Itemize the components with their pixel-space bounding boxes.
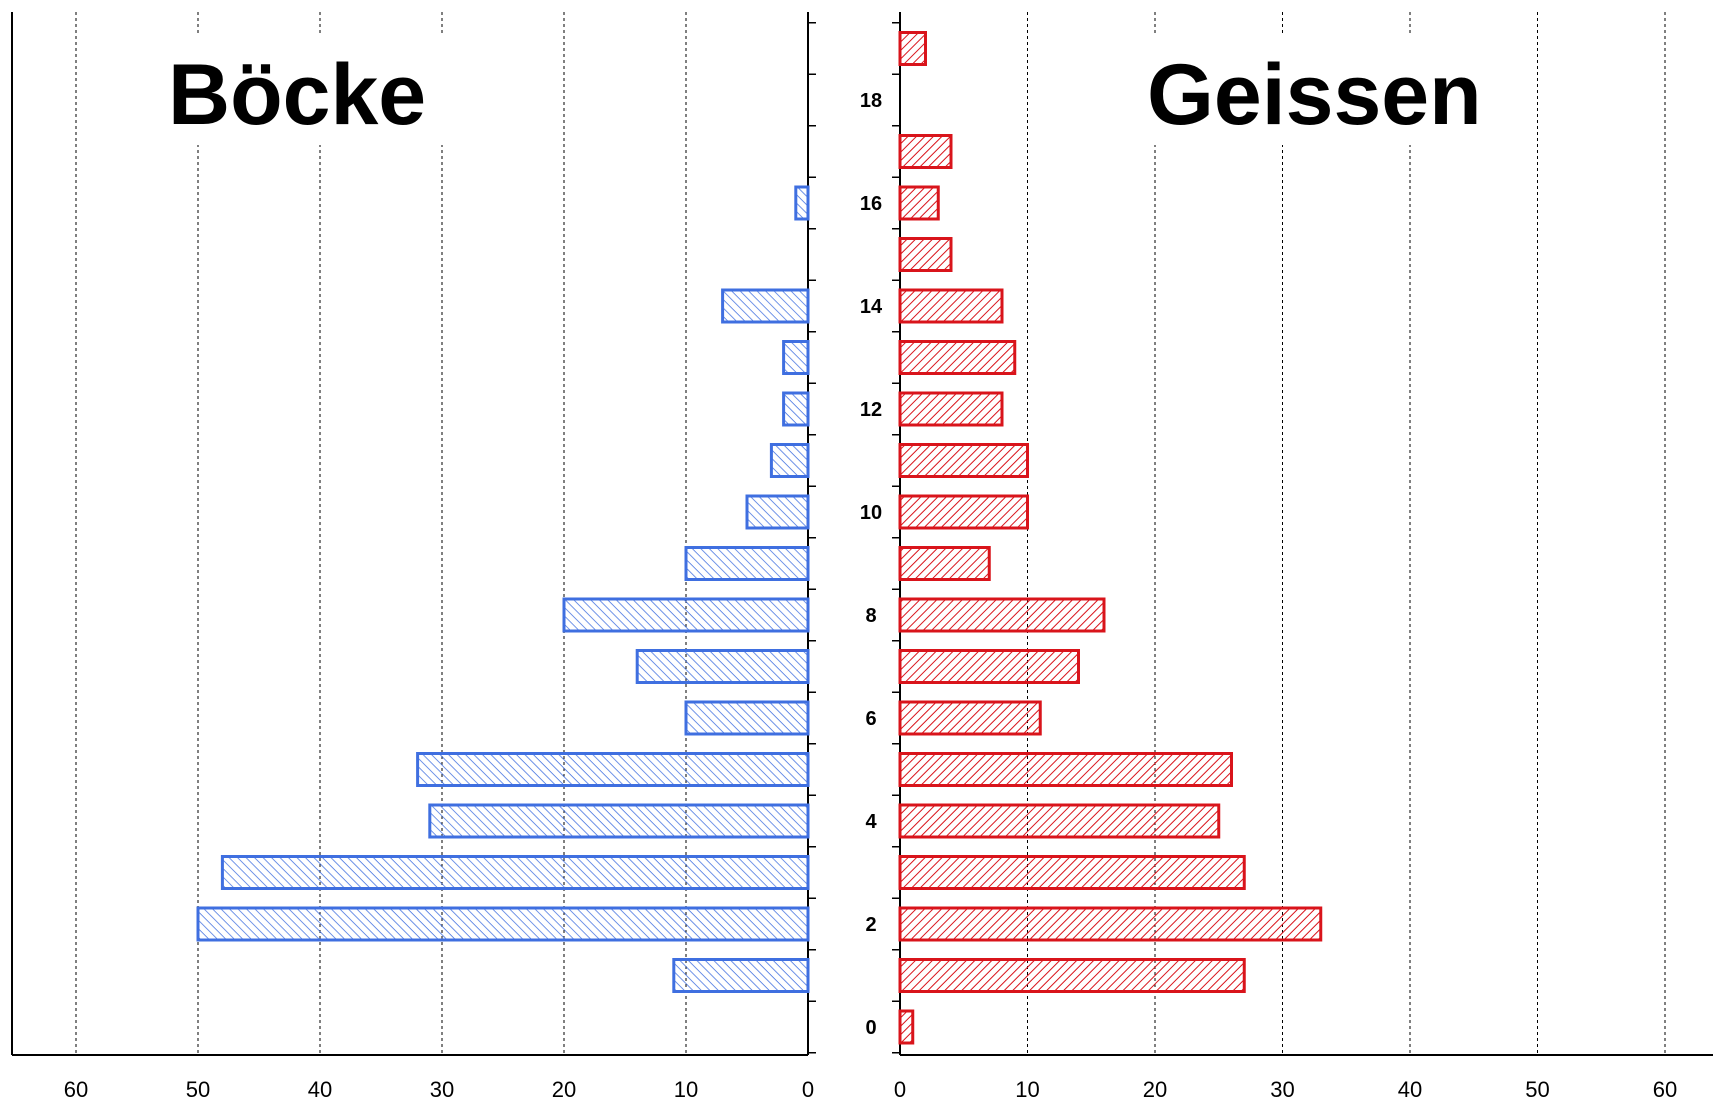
bar-geissen-age-9 xyxy=(898,546,991,581)
bar-geissen-age-12 xyxy=(898,391,1004,427)
left-axis-tick-label: 0 xyxy=(802,1077,814,1101)
bar-geissen-age-5 xyxy=(898,752,1233,787)
bar-boecke-age-8 xyxy=(562,597,810,633)
axes xyxy=(11,12,1713,1056)
bar-geissen-age-0 xyxy=(898,1009,915,1045)
age-label: 16 xyxy=(860,193,882,215)
left-axis-tick-label: 10 xyxy=(674,1077,698,1101)
right-title: Geissen xyxy=(1147,47,1482,143)
bar-geissen-age-4 xyxy=(898,803,1221,839)
right-axis-tick-label: 40 xyxy=(1398,1077,1422,1101)
right-axis-tick-label: 20 xyxy=(1143,1077,1167,1101)
bar-boecke-age-2 xyxy=(196,906,810,942)
bar-geissen-age-19 xyxy=(898,31,927,66)
right-axis-tick-label: 0 xyxy=(894,1077,906,1101)
right-axis-tick-label: 30 xyxy=(1270,1077,1294,1101)
bar-geissen-age-8 xyxy=(898,597,1106,633)
bar-geissen-age-14 xyxy=(898,288,1004,324)
bars xyxy=(196,31,1323,1045)
labels: 60 50 40 30 20 10 0 0 10 20 30 40 50 60 0 2 4 6 8 10 12 14 16 1… xyxy=(64,90,1677,1101)
bar-boecke-age-12 xyxy=(782,391,810,427)
bar-boecke-age-11 xyxy=(769,443,810,478)
right-title-backdrop xyxy=(1130,35,1530,145)
grid-lines xyxy=(75,12,1666,1055)
bar-boecke-age-14 xyxy=(721,288,810,324)
left-axis-tick-label: 40 xyxy=(308,1077,332,1101)
bar-boecke-age-4 xyxy=(428,803,810,839)
bar-geissen-age-16 xyxy=(898,185,940,221)
right-axis-tick-label: 60 xyxy=(1653,1077,1677,1101)
bar-boecke-age-9 xyxy=(684,546,810,581)
bar-boecke-age-16 xyxy=(794,185,810,221)
bar-geissen-age-1 xyxy=(898,958,1246,993)
bar-geissen-age-2 xyxy=(898,906,1323,942)
age-label: 8 xyxy=(865,605,876,627)
right-axis-tick-label: 50 xyxy=(1525,1077,1549,1101)
age-label: 4 xyxy=(865,811,877,833)
left-axis-tick-label: 60 xyxy=(64,1077,88,1101)
age-label: 0 xyxy=(865,1017,876,1039)
right-axis-tick-label: 10 xyxy=(1015,1077,1039,1101)
bar-boecke-age-6 xyxy=(684,700,810,736)
bar-boecke-age-3 xyxy=(220,855,810,890)
age-label: 6 xyxy=(865,708,876,730)
bar-boecke-age-5 xyxy=(416,752,810,787)
bar-boecke-age-10 xyxy=(745,494,810,530)
age-label: 2 xyxy=(865,914,876,936)
bar-geissen-age-7 xyxy=(898,649,1080,684)
age-label: 18 xyxy=(860,90,882,112)
left-axis-tick-label: 50 xyxy=(186,1077,210,1101)
bar-geissen-age-15 xyxy=(898,237,953,272)
bar-geissen-age-10 xyxy=(898,494,1029,530)
left-title: Böcke xyxy=(168,47,426,143)
bar-geissen-age-11 xyxy=(898,443,1029,478)
age-label: 14 xyxy=(860,296,883,318)
left-title-backdrop xyxy=(150,35,470,145)
bar-geissen-age-6 xyxy=(898,700,1042,736)
bar-boecke-age-7 xyxy=(635,649,810,684)
bar-geissen-age-17 xyxy=(898,134,953,169)
age-label: 10 xyxy=(860,502,882,524)
bar-boecke-age-1 xyxy=(672,958,810,993)
bar-geissen-age-3 xyxy=(898,855,1246,890)
age-label: 12 xyxy=(860,399,882,421)
bar-geissen-age-13 xyxy=(898,340,1017,375)
left-axis-tick-label: 20 xyxy=(552,1077,576,1101)
left-axis-tick-label: 30 xyxy=(430,1077,454,1101)
bar-boecke-age-13 xyxy=(782,340,810,375)
